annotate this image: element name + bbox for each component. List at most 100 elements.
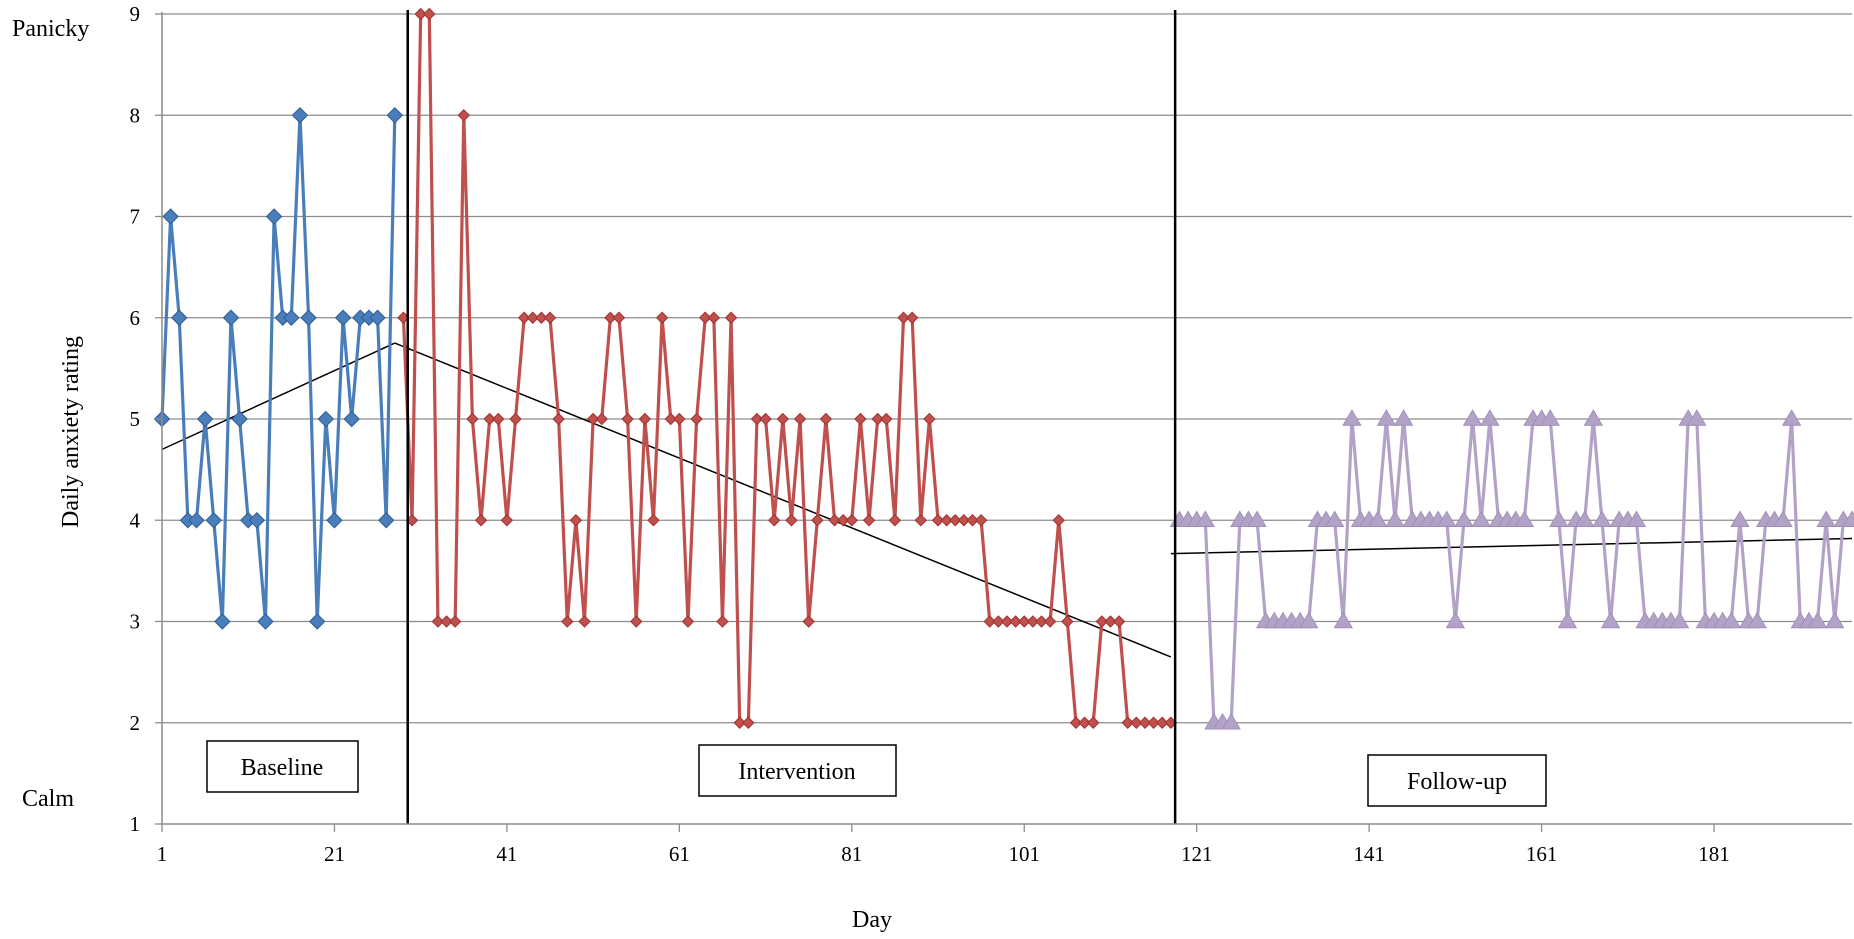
series-3-point-145: [1393, 409, 1414, 426]
series-2-point-110: [1095, 615, 1109, 628]
series-3-point-153: [1462, 409, 1483, 426]
series-2-point-99: [1000, 615, 1014, 628]
series-1-point-14: [265, 208, 283, 225]
series-2-point-72: [767, 514, 781, 527]
y-tick-label-7: 7: [130, 205, 141, 229]
series-3-point-122: [1195, 510, 1216, 527]
y-tick-label-1: 1: [130, 812, 141, 836]
series-3-point-152: [1454, 510, 1474, 527]
series-1-point-7: [205, 512, 222, 529]
x-tick-label-21: 21: [324, 842, 345, 866]
x-tick-label-101: 101: [1008, 842, 1040, 866]
series-3-point-162: [1540, 409, 1560, 426]
series-3-point-151: [1445, 611, 1466, 629]
series-1-point-3: [171, 309, 188, 326]
y-tick-label-6: 6: [130, 306, 141, 330]
series-1-point-10: [231, 410, 248, 428]
series-1-point-19: [308, 613, 326, 630]
x-tick-label-121: 121: [1181, 842, 1213, 866]
trend-line-1: [161, 342, 396, 451]
series-2-point-55: [621, 412, 634, 426]
series-3-point-137: [1324, 510, 1345, 527]
series-3-point-186: [1747, 611, 1767, 629]
series-2-point-38: [474, 514, 488, 527]
series-1-point-12: [248, 512, 266, 529]
series-2-point-78: [819, 412, 833, 426]
series-2-point-96: [974, 514, 988, 527]
series-2-point-75: [793, 412, 807, 426]
series-2-point-50: [578, 615, 591, 628]
series-2-point-31: [414, 7, 427, 21]
series-2-point-91: [931, 514, 945, 527]
series-2-point-32: [423, 7, 436, 21]
series-2-point-67: [724, 311, 738, 324]
series-3-point-150: [1437, 510, 1457, 527]
series-2-line: [401, 12, 1171, 725]
series-2-point-113: [1121, 716, 1134, 729]
series-3-point-125: [1221, 712, 1241, 730]
series-2-point-112: [1112, 615, 1126, 628]
series-2-point-87: [897, 311, 910, 324]
series-2-point-92: [940, 514, 953, 527]
series-2-point-35: [448, 615, 462, 628]
series-3-point-172: [1626, 510, 1647, 527]
series-2-point-54: [612, 311, 626, 324]
x-axis-title: Day: [852, 907, 892, 933]
series-2-point-117: [1155, 716, 1169, 729]
series-1-point-2: [162, 208, 179, 225]
series-3-point-143: [1376, 409, 1397, 426]
y-tick-label-4: 4: [130, 508, 141, 532]
series-1-point-26: [369, 309, 386, 326]
series-2-point-45: [535, 311, 548, 324]
series-2-point-63: [690, 412, 703, 426]
series-3-point-163: [1549, 510, 1569, 527]
series-1-point-17: [291, 107, 309, 124]
series-2-point-61: [673, 412, 686, 426]
series-2-point-95: [966, 514, 979, 527]
series-2-point-70: [750, 412, 764, 426]
series-2-point-102: [1026, 615, 1040, 628]
series-3-point-169: [1600, 611, 1621, 629]
x-tick-label-141: 141: [1353, 842, 1385, 866]
y-tick-label-5: 5: [130, 407, 141, 431]
svg-text:Intervention: Intervention: [738, 759, 855, 785]
series-2-point-94: [957, 514, 971, 527]
phase-label-follow-up: Follow-up: [1367, 754, 1547, 807]
series-3-point-128: [1247, 510, 1267, 527]
series-2-point-56: [630, 615, 643, 628]
series-2-point-97: [983, 615, 996, 628]
series-2-point-107: [1069, 716, 1083, 729]
series-2-point-46: [543, 311, 557, 324]
trend-line-3: [1170, 537, 1853, 555]
series-2-point-81: [845, 514, 859, 527]
series-2-point-62: [681, 615, 695, 628]
series-2-point-64: [699, 311, 712, 324]
series-2-point-37: [466, 412, 479, 426]
series-2-point-85: [880, 412, 893, 426]
phase-label-baseline: Baseline: [206, 740, 359, 793]
series-3-point-189: [1773, 510, 1793, 527]
series-2-point-105: [1052, 514, 1065, 527]
y-axis-title: Daily anxiety rating: [58, 336, 84, 528]
series-1-point-23: [343, 410, 360, 428]
x-tick-label-61: 61: [669, 842, 690, 866]
series-3-point-195: [1825, 611, 1845, 629]
series-3-point-177: [1669, 611, 1690, 629]
series-2-point-84: [871, 412, 884, 426]
series-2-point-79: [828, 514, 841, 527]
series-1-point-5: [188, 512, 205, 529]
phase-label-intervention: Intervention: [698, 744, 897, 797]
series-2-point-36: [457, 109, 470, 122]
series-2-point-86: [888, 514, 902, 527]
series-3-point-168: [1592, 510, 1612, 527]
series-2-point-73: [776, 412, 790, 426]
series-1-line: [160, 113, 397, 624]
series-2-point-69: [742, 716, 755, 729]
svg-text:Baseline: Baseline: [241, 755, 324, 781]
series-3-point-142: [1368, 510, 1388, 527]
series-1-point-13: [257, 613, 274, 630]
series-3-point-144: [1385, 510, 1405, 527]
series-3-point-183: [1721, 611, 1741, 629]
series-3-point-190: [1781, 409, 1802, 426]
